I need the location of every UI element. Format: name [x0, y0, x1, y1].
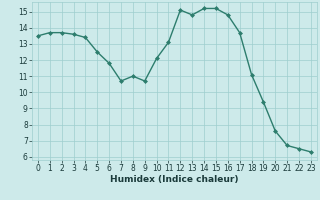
X-axis label: Humidex (Indice chaleur): Humidex (Indice chaleur): [110, 175, 239, 184]
